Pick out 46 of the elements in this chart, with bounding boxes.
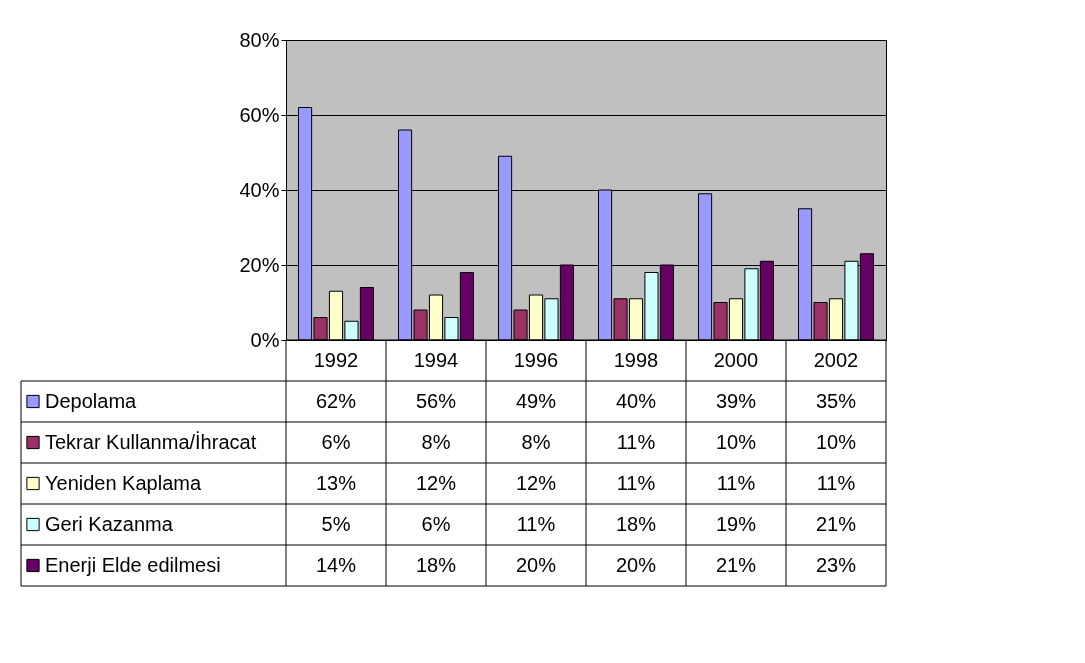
x-tick-label: 1996 (513, 348, 559, 371)
data-label: 8% (521, 430, 551, 453)
data-label: 39% (715, 389, 757, 412)
data-label: 35% (815, 389, 857, 412)
data-label: 56% (415, 389, 457, 412)
data-label: 12% (515, 471, 557, 494)
data-label: 62% (315, 389, 357, 412)
x-tick-label: 2000 (713, 348, 759, 371)
y-tick-label: 80% (239, 28, 280, 51)
data-label: 20% (515, 553, 557, 576)
data-label: 6% (421, 512, 451, 535)
data-label: 40% (615, 389, 657, 412)
legend-label: Tekrar Kullanma/İhracat (45, 430, 257, 453)
x-tick-label: 1998 (613, 348, 659, 371)
x-tick-label: 1994 (413, 348, 459, 371)
data-label: 12% (415, 471, 457, 494)
y-tick-label: 0% (250, 328, 280, 351)
data-label: 13% (315, 471, 357, 494)
data-label: 49% (515, 389, 557, 412)
data-label: 18% (415, 553, 457, 576)
data-label: 21% (815, 512, 857, 535)
data-label: 8% (421, 430, 451, 453)
legend-label: Yeniden Kaplama (45, 471, 202, 494)
data-label: 20% (615, 553, 657, 576)
data-label: 6% (321, 430, 351, 453)
data-label: 10% (815, 430, 857, 453)
x-tick-label: 2002 (813, 348, 859, 371)
x-tick-label: 1992 (313, 348, 359, 371)
y-tick-label: 20% (239, 253, 280, 276)
y-tick-label: 60% (239, 103, 280, 126)
y-tick-label: 40% (239, 178, 280, 201)
data-label: 11% (716, 471, 756, 494)
data-label: 11% (616, 471, 656, 494)
legend-label: Enerji Elde edilmesi (45, 553, 221, 576)
data-label: 19% (715, 512, 757, 535)
data-label: 14% (315, 553, 357, 576)
data-label: 18% (615, 512, 657, 535)
data-label: 11% (816, 471, 856, 494)
data-label: 23% (815, 553, 857, 576)
data-label: 11% (616, 430, 656, 453)
legend-label: Depolama (45, 389, 138, 412)
data-label: 21% (715, 553, 757, 576)
legend-label: Geri Kazanma (45, 512, 174, 535)
data-label: 5% (321, 512, 351, 535)
data-label: 11% (516, 512, 556, 535)
data-label: 10% (715, 430, 757, 453)
